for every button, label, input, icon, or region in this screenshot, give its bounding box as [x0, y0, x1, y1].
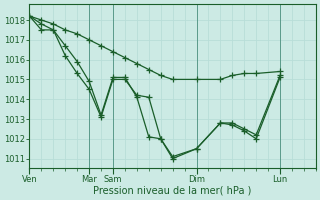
X-axis label: Pression niveau de la mer( hPa ): Pression niveau de la mer( hPa )	[93, 186, 252, 196]
